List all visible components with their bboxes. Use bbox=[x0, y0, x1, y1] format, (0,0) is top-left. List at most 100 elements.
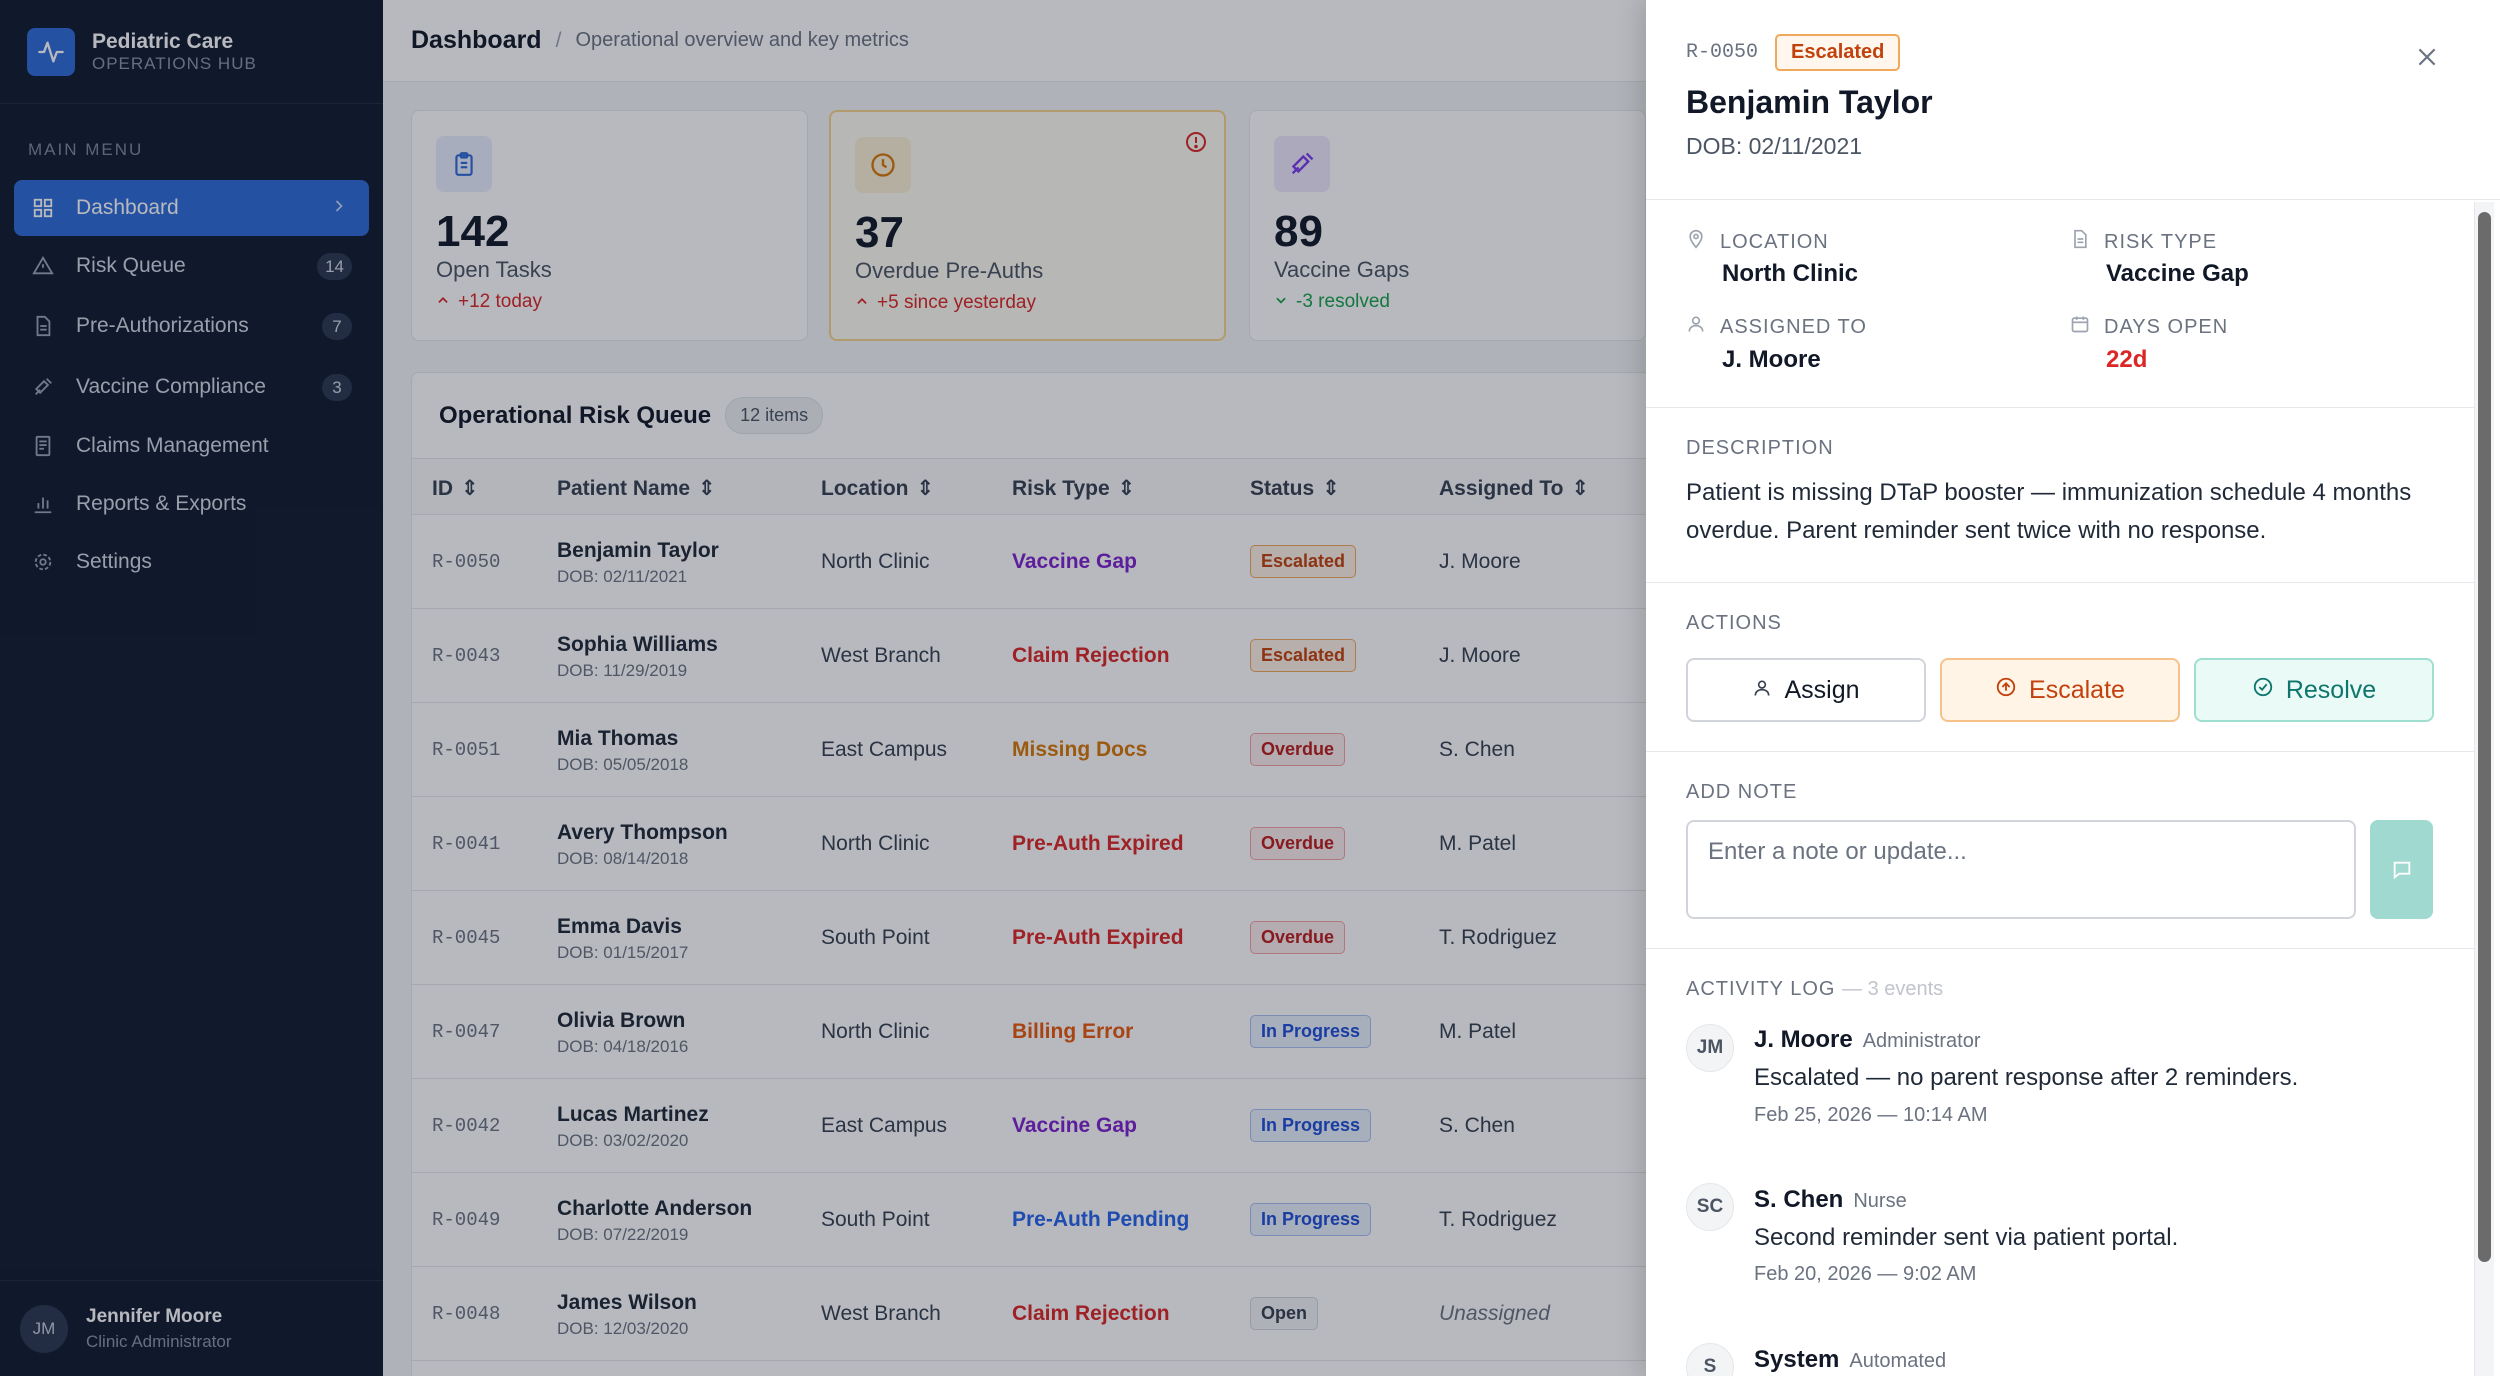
app-name: Pediatric Care bbox=[92, 30, 234, 53]
count-badge: 7 bbox=[322, 313, 352, 340]
syringe-icon bbox=[31, 375, 55, 399]
avatar: JM bbox=[20, 1304, 68, 1353]
column-header-risk-type[interactable]: Risk Type ⇕ bbox=[1012, 476, 1136, 501]
sort-icon: ⇕ bbox=[461, 477, 479, 500]
days-open-label: DAYS OPEN bbox=[2070, 314, 2228, 340]
send-note-button[interactable] bbox=[2370, 820, 2433, 919]
column-header-assigned-to[interactable]: Assigned To ⇕ bbox=[1439, 476, 1590, 501]
sort-icon: ⇕ bbox=[1117, 477, 1136, 500]
assigned-to: Unassigned bbox=[1439, 1302, 1550, 1325]
risk-queue-table: Operational Risk Queue 12 items ID ⇕ Pati… bbox=[411, 372, 1691, 1376]
assigned-to: M. Patel bbox=[1439, 1020, 1517, 1043]
modal-backdrop[interactable] bbox=[0, 0, 1646, 1376]
stat-delta-text: -3 resolved bbox=[1296, 291, 1390, 312]
table-row[interactable]: R-0041 Avery Thompson DOB: 08/14/2018 North… bbox=[412, 797, 1690, 891]
activity-author: System Automated bbox=[1754, 1346, 1947, 1373]
row-id: R-0051 bbox=[432, 739, 501, 761]
stat-card-vaccine-gaps[interactable]: 89 Vaccine Gaps -3 resolved bbox=[1249, 110, 1646, 341]
risk-type: Vaccine Gap bbox=[1012, 550, 1137, 573]
clipboard-icon bbox=[436, 136, 492, 192]
table-row[interactable]: R-0042 Lucas Martinez DOB: 03/02/2020 East … bbox=[412, 1079, 1690, 1173]
assign-button[interactable]: Assign bbox=[1686, 658, 1926, 722]
status-badge: Overdue bbox=[1250, 733, 1346, 766]
divider bbox=[1646, 948, 2474, 949]
table-row[interactable]: R-0048 James Wilson DOB: 12/03/2020 West Br… bbox=[412, 1267, 1690, 1361]
activity-time: Feb 25, 2026 — 10:14 AM bbox=[1754, 1104, 1988, 1126]
scrollbar-thumb[interactable] bbox=[2478, 212, 2491, 1262]
risk-type: Pre-Auth Expired bbox=[1012, 926, 1184, 949]
table-row[interactable]: R-0043 Sophia Williams DOB: 11/29/2019 West… bbox=[412, 609, 1690, 703]
divider bbox=[1646, 751, 2474, 752]
alert-icon bbox=[1184, 130, 1208, 159]
sidebar-item-label: Pre-Authorizations bbox=[76, 314, 249, 337]
chevron-up-icon bbox=[855, 292, 869, 314]
patient-name: James Wilson bbox=[557, 1291, 697, 1314]
location: South Point bbox=[821, 926, 930, 949]
row-id: R-0050 bbox=[432, 551, 501, 573]
sidebar-item-reports-exports[interactable]: Reports & Exports bbox=[14, 476, 369, 532]
count-badge: 14 bbox=[317, 253, 352, 280]
warning-icon bbox=[31, 254, 55, 278]
activity-role: Automated bbox=[1849, 1350, 1947, 1372]
table-header: Operational Risk Queue 12 items bbox=[412, 373, 1690, 459]
stat-card-open-tasks[interactable]: 142 Open Tasks +12 today bbox=[411, 110, 808, 341]
sidebar-item-label: Risk Queue bbox=[76, 254, 186, 277]
page-title: Dashboard bbox=[411, 26, 542, 54]
chevron-up-icon bbox=[436, 291, 450, 313]
sidebar-item-settings[interactable]: Settings bbox=[14, 534, 369, 590]
note-input[interactable] bbox=[1686, 820, 2356, 919]
avatar: JM bbox=[1686, 1024, 1734, 1072]
table-row[interactable]: R-0047 Olivia Brown DOB: 04/18/2016 North C… bbox=[412, 985, 1690, 1079]
count-badge: 3 bbox=[322, 374, 352, 401]
close-button[interactable] bbox=[2414, 44, 2440, 75]
row-id: R-0041 bbox=[432, 833, 501, 855]
sort-icon: ⇕ bbox=[698, 477, 716, 500]
column-header-location[interactable]: Location ⇕ bbox=[821, 476, 935, 501]
sidebar-item-risk-queue[interactable]: Risk Queue 14 bbox=[14, 238, 369, 294]
assigned-to: T. Rodriguez bbox=[1439, 1208, 1557, 1231]
patient-name: Benjamin Taylor bbox=[557, 539, 719, 562]
column-header-status[interactable]: Status ⇕ bbox=[1250, 476, 1340, 501]
patient-dob: DOB: 08/14/2018 bbox=[557, 849, 689, 868]
table-row[interactable]: R-0051 Mia Thomas DOB: 05/05/2018 East Camp… bbox=[412, 703, 1690, 797]
column-header-id[interactable]: ID ⇕ bbox=[432, 476, 479, 501]
row-id: R-0045 bbox=[432, 927, 501, 949]
sidebar-item-pre-authorizations[interactable]: Pre-Authorizations 7 bbox=[14, 298, 369, 354]
assigned-to-label: ASSIGNED TO bbox=[1686, 314, 1867, 340]
activity-log-label: ACTIVITY LOG — 3 events bbox=[1686, 978, 1944, 1000]
activity-role: Nurse bbox=[1853, 1190, 1907, 1212]
avatar: SC bbox=[1686, 1183, 1734, 1231]
brand[interactable]: Pediatric Care OPERATIONS HUB bbox=[0, 0, 383, 104]
sidebar-item-dashboard[interactable]: Dashboard bbox=[14, 180, 369, 236]
column-header-patient-name[interactable]: Patient Name ⇕ bbox=[557, 476, 716, 501]
sidebar-item-claims-management[interactable]: Claims Management bbox=[14, 418, 369, 474]
chevron-down-icon bbox=[1274, 291, 1288, 313]
drawer-header: R-0050 Escalated Benjamin Taylor DOB: 02… bbox=[1646, 0, 2500, 200]
assigned-to: J. Moore bbox=[1439, 644, 1521, 667]
risk-detail-drawer: R-0050 Escalated Benjamin Taylor DOB: 02… bbox=[1646, 0, 2500, 1376]
description-text: Patient is missing DTaP booster — immuni… bbox=[1686, 479, 2412, 544]
message-icon bbox=[2393, 861, 2410, 879]
patient-name: Benjamin Taylor bbox=[1686, 84, 1933, 120]
table-row[interactable]: R-0049 Charlotte Anderson DOB: 07/22/2019 S… bbox=[412, 1173, 1690, 1267]
activity-author: J. Moore Administrator bbox=[1754, 1026, 1981, 1053]
assigned-to: J. Moore bbox=[1439, 550, 1521, 573]
table-row[interactable]: R-0050 Benjamin Taylor DOB: 02/11/2021 Nort… bbox=[412, 515, 1690, 609]
patient-name: Avery Thompson bbox=[557, 821, 728, 844]
drawer-scrollbar[interactable] bbox=[2474, 202, 2494, 1376]
stat-card-overdue-pre-auths[interactable]: 37 Overdue Pre-Auths +5 since yesterday bbox=[829, 110, 1226, 341]
assigned-to: S. Chen bbox=[1439, 1114, 1515, 1137]
patient-name: Mia Thomas bbox=[557, 727, 679, 750]
map-pin-icon bbox=[1686, 229, 1706, 255]
table-row[interactable]: R-0045 Emma Davis DOB: 01/15/2017 South Poi… bbox=[412, 891, 1690, 985]
user-profile[interactable]: JM Jennifer Moore Clinic Administrator bbox=[0, 1280, 383, 1376]
location: North Clinic bbox=[821, 550, 930, 573]
app-subtitle: OPERATIONS HUB bbox=[92, 54, 257, 73]
assigned-to: S. Chen bbox=[1439, 738, 1515, 761]
sidebar-item-vaccine-compliance[interactable]: Vaccine Compliance 3 bbox=[14, 359, 369, 415]
resolve-button[interactable]: Resolve bbox=[2194, 658, 2434, 722]
menu-section-label: MAIN MENU bbox=[28, 140, 144, 159]
escalate-button[interactable]: Escalate bbox=[1940, 658, 2180, 722]
activity-author: S. Chen Nurse bbox=[1754, 1186, 1907, 1213]
row-id: R-0047 bbox=[432, 1021, 501, 1043]
